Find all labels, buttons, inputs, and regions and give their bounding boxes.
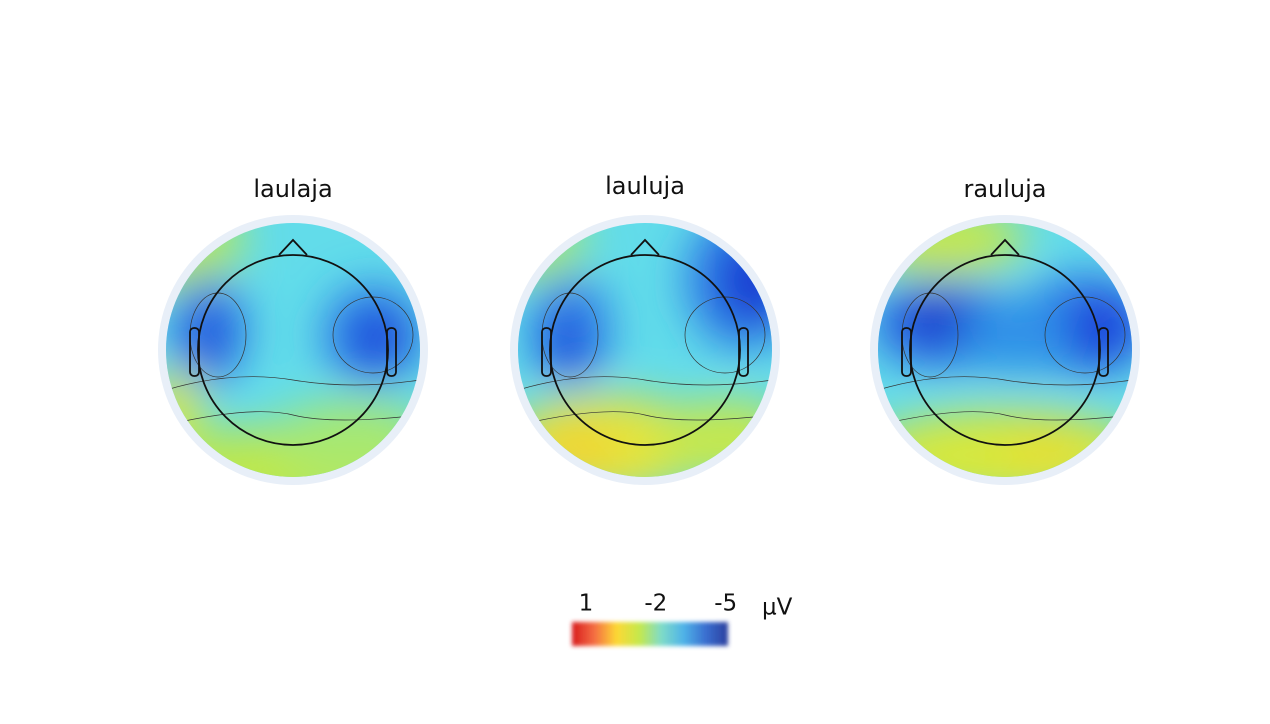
ear bbox=[1098, 327, 1109, 377]
blob bbox=[545, 315, 585, 375]
contour bbox=[1044, 296, 1126, 374]
blob bbox=[878, 410, 1132, 477]
contour bbox=[166, 376, 420, 391]
head bbox=[549, 254, 741, 446]
ear bbox=[386, 327, 397, 377]
nose bbox=[630, 238, 660, 256]
nose bbox=[990, 238, 1020, 256]
contour bbox=[878, 411, 1132, 426]
blobs bbox=[878, 223, 1132, 477]
blob bbox=[900, 295, 970, 345]
contour bbox=[518, 411, 772, 426]
colorbar-tick-label: -5 bbox=[714, 591, 737, 617]
map-field bbox=[878, 223, 1132, 477]
contour bbox=[166, 411, 420, 426]
topomap: laulaja bbox=[158, 175, 428, 485]
blob bbox=[955, 295, 1075, 375]
ear bbox=[541, 327, 552, 377]
head bbox=[909, 254, 1101, 446]
map-field bbox=[518, 223, 772, 477]
map-title: lauluja bbox=[605, 172, 685, 200]
contour bbox=[332, 296, 414, 374]
blob bbox=[1005, 425, 1085, 475]
contour bbox=[518, 376, 772, 391]
contour bbox=[684, 296, 766, 374]
colorbar-tick-label: -2 bbox=[644, 591, 667, 617]
topomap: lauluja bbox=[510, 172, 780, 485]
blobs bbox=[166, 223, 420, 477]
ear bbox=[901, 327, 912, 377]
map-field bbox=[166, 223, 420, 477]
map-title: laulaja bbox=[253, 175, 332, 203]
topomap: rauluja bbox=[870, 175, 1140, 485]
map-title: rauluja bbox=[963, 175, 1046, 203]
blob bbox=[193, 303, 229, 367]
ear bbox=[189, 327, 200, 377]
nose bbox=[278, 238, 308, 256]
blob bbox=[350, 308, 406, 368]
colorbar bbox=[572, 622, 728, 646]
contour bbox=[878, 376, 1132, 391]
ear bbox=[738, 327, 749, 377]
colorbar-tick-label: 1 bbox=[579, 591, 594, 617]
head bbox=[197, 254, 389, 446]
colorbar-unit: µV bbox=[762, 595, 793, 621]
